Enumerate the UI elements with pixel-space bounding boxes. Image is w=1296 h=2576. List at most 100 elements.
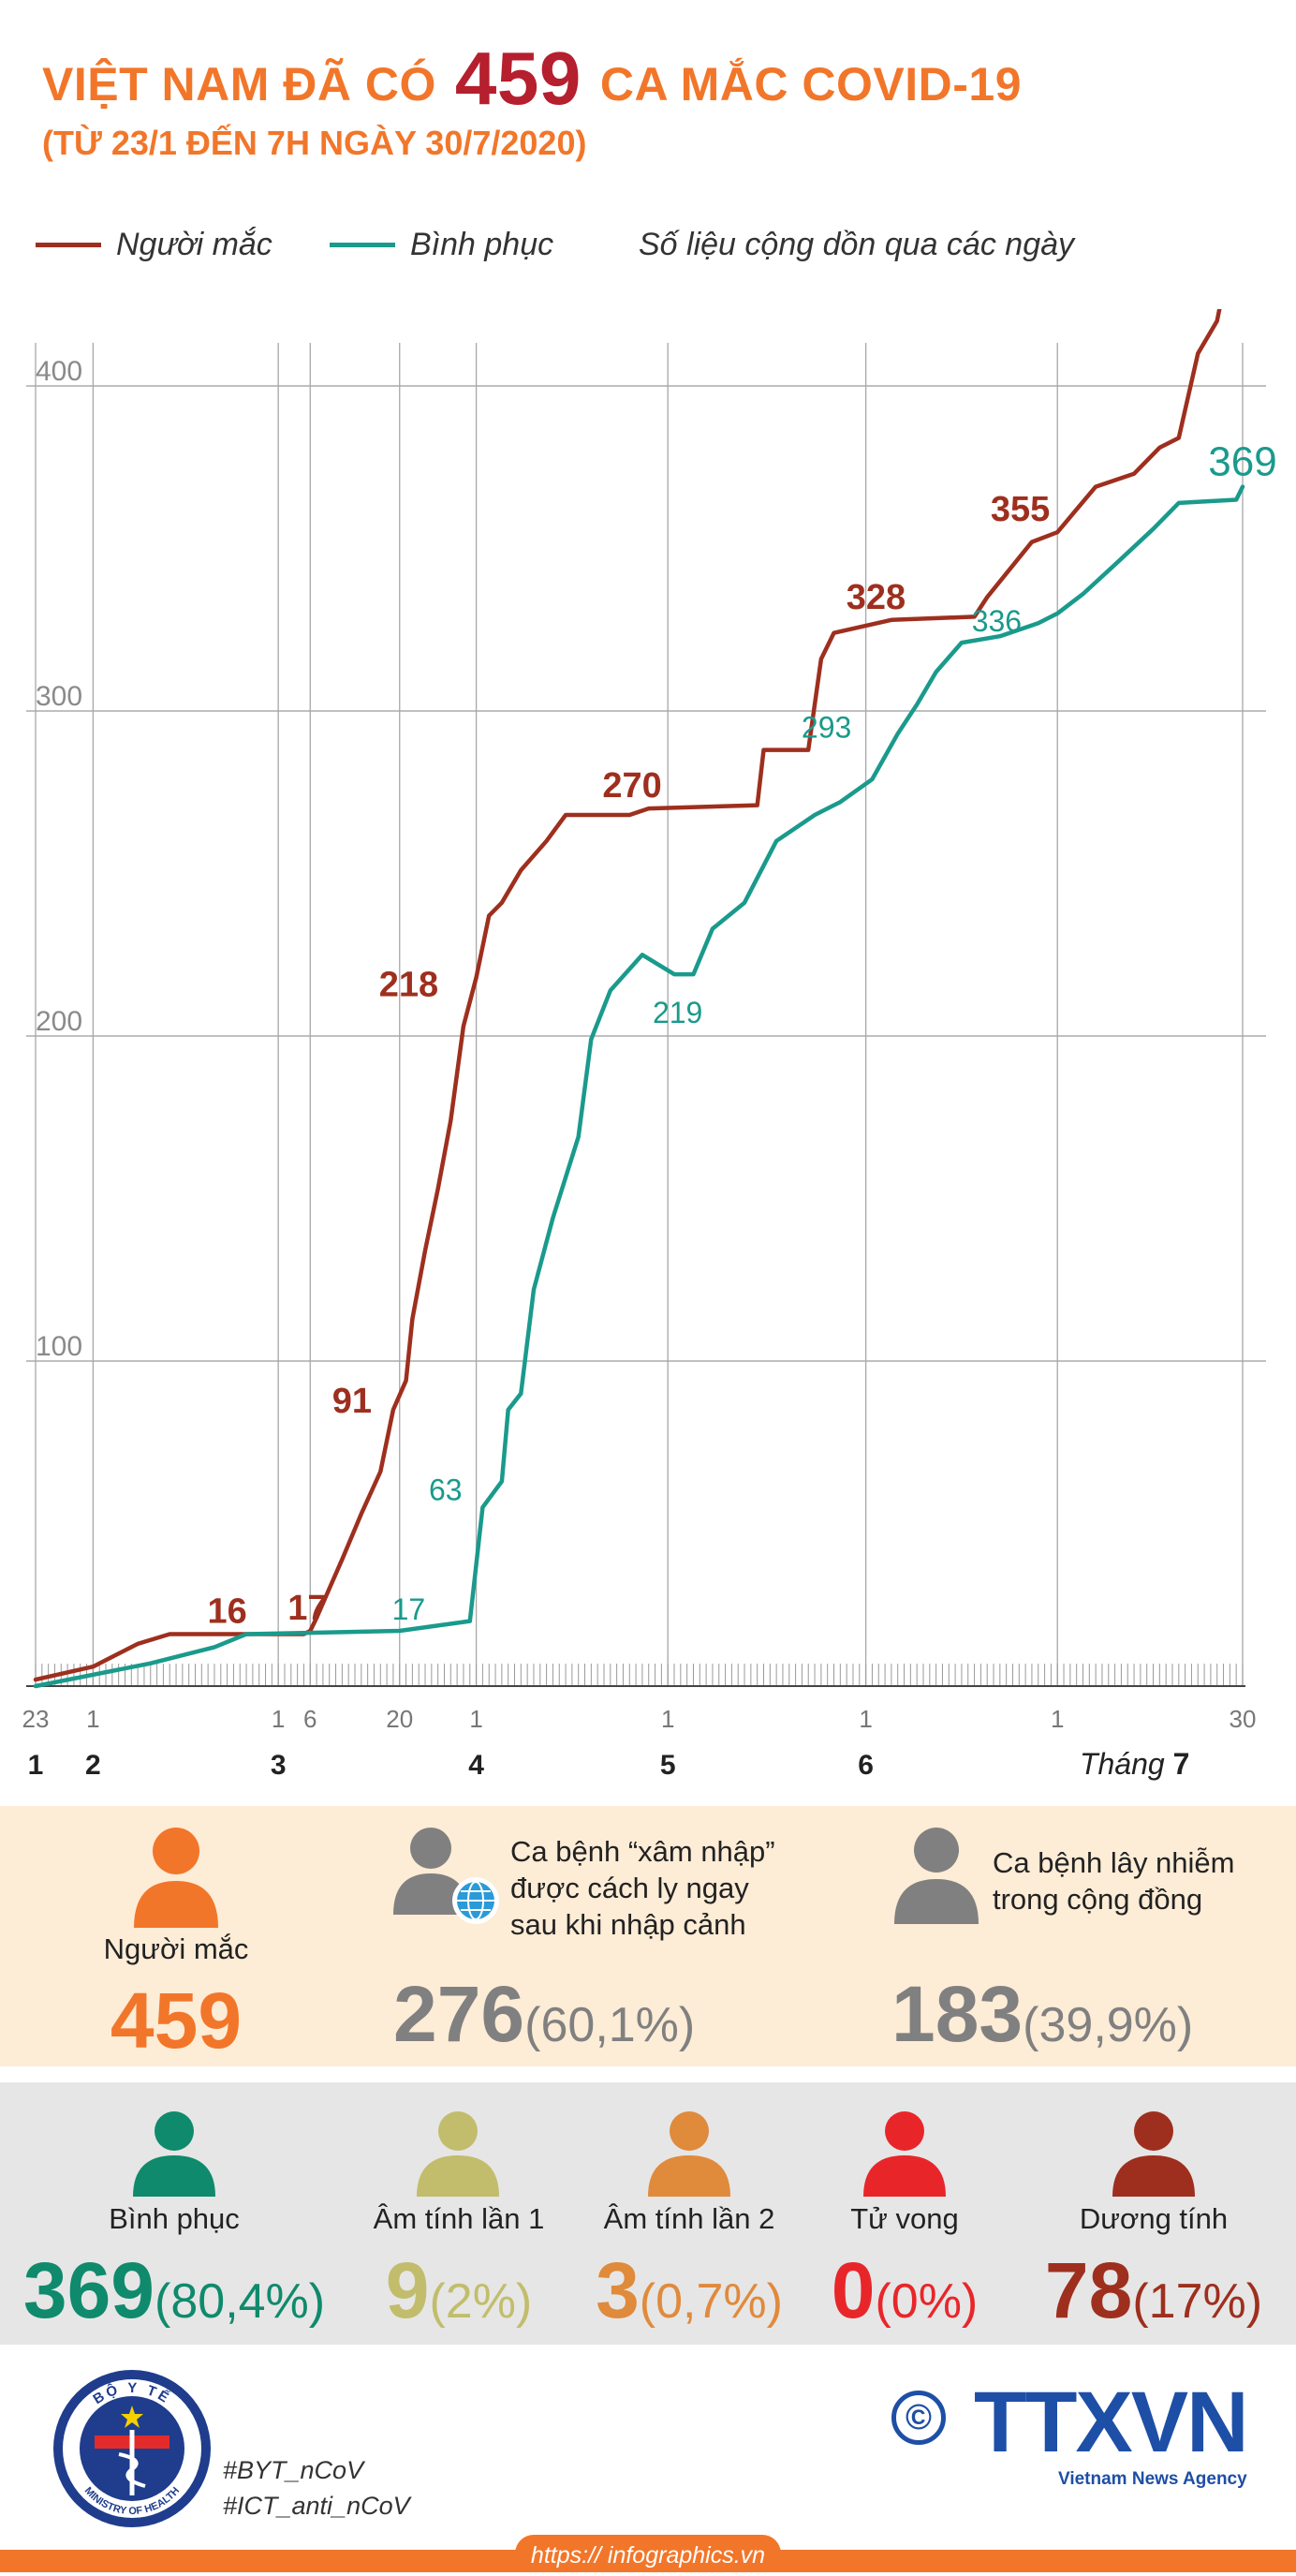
person-icon-imported (393, 1828, 468, 1915)
x-month-tick-label: 2 (85, 1750, 101, 1781)
page-title: VIỆT NAM ĐÃ CÓ 459 CA MẮC COVID-19 (42, 36, 1022, 122)
stat-community-label-wrap: Ca bệnh lây nhiễm trong cộng đồng (993, 1845, 1274, 1918)
stat-negative-1-value: 9 (385, 2245, 430, 2334)
stat-deaths: Tử vong 0(0%) (811, 2201, 998, 2330)
stat-imported-value: 276 (393, 1970, 525, 2058)
title-number: 459 (454, 37, 582, 120)
data-label: 17 (287, 1589, 327, 1628)
chart-series (33, 309, 1245, 1689)
title-suffix: CA MẮC COVID-19 (599, 58, 1023, 111)
hashtag-byt: #BYT_nCoV (223, 2456, 364, 2484)
x-month-tick-label: 6 (858, 1750, 874, 1781)
x-day-tick-label: 1 (86, 1705, 99, 1733)
x-month-tick-label: 5 (660, 1750, 676, 1781)
x-month-tick-label: 3 (271, 1750, 287, 1781)
series-line-cases (33, 309, 1222, 1682)
data-label: 218 (379, 966, 438, 1005)
stat-negative-1: Âm tính lần 1 9(2%) (356, 2201, 562, 2330)
stat-negative-2-label: Âm tính lần 2 (603, 2202, 775, 2235)
stats-band-origin (0, 1806, 1296, 2066)
x-day-tick-label: 1 (859, 1705, 872, 1733)
stat-positive: Dương tính 78(17%) (1028, 2201, 1279, 2330)
stat-recovered-pct: (80,4%) (155, 2273, 326, 2329)
stat-positive-label: Dương tính (1079, 2202, 1229, 2235)
page-subtitle: (TỪ 23/1 ĐẾN 7H NGÀY 30/7/2020) (42, 124, 587, 162)
stat-community: 183(39,9%) (891, 1975, 1285, 2053)
data-label: 270 (602, 766, 661, 806)
footer-url[interactable]: https:// infographics.vn (515, 2535, 781, 2572)
y-tick-label: 200 (36, 1006, 82, 1037)
stat-negative-1-label: Âm tính lần 1 (373, 2202, 545, 2235)
ministry-of-health-logo: BỘ Y TẾ MINISTRY OF HEALTH (53, 2370, 211, 2527)
person-icon-negative-1 (417, 2111, 499, 2197)
data-label: 17 (392, 1592, 426, 1626)
data-label: 16 (207, 1591, 246, 1631)
stat-cases: Người mắc 459 (54, 1932, 298, 2060)
data-label: 293 (802, 710, 851, 744)
stat-imported-label-wrap: Ca bệnh “xâm nhập” được cách ly ngay sau… (510, 1834, 791, 1943)
chart-annotations: 1617912182703283554591763219293336369 (207, 439, 1276, 1632)
data-label: 63 (429, 1473, 463, 1506)
series-line-recovered (33, 484, 1245, 1689)
stat-negative-1-pct: (2%) (429, 2273, 533, 2329)
x-day-tick-label: 1 (272, 1705, 285, 1733)
y-tick-label: 300 (36, 681, 82, 712)
person-icon-positive (1112, 2111, 1195, 2197)
x-day-tick-label: 1 (469, 1705, 482, 1733)
stat-cases-label: Người mắc (103, 1932, 249, 1965)
data-label: 336 (972, 604, 1022, 638)
stat-deaths-label: Tử vong (850, 2202, 959, 2235)
stat-imported: 276(60,1%) (393, 1975, 768, 2053)
data-label: 91 (332, 1382, 372, 1421)
data-label: 355 (991, 490, 1050, 529)
x-day-tick-label: 20 (386, 1705, 413, 1733)
globe-icon (452, 1877, 499, 1924)
legend-cases: Người mắc (36, 227, 272, 263)
chart-note: Số liệu cộng dồn qua các ngày (639, 227, 1075, 262)
legend-recovered: Bình phục (330, 227, 553, 263)
stats-band-outcome (0, 2082, 1296, 2345)
copyright-icon: © (891, 2391, 946, 2445)
stat-recovered-label: Bình phục (109, 2202, 240, 2235)
stat-negative-2-pct: (0,7%) (639, 2273, 783, 2329)
legend-cases-label: Người mắc (116, 227, 272, 262)
legend-cases-swatch (36, 243, 101, 247)
ttxvn-logo: TTXVN (974, 2375, 1249, 2470)
legend-recovered-label: Bình phục (410, 227, 554, 262)
x-day-tick-label: 6 (303, 1705, 317, 1733)
stat-imported-label: Ca bệnh “xâm nhập” được cách ly ngay sau… (510, 1835, 775, 1941)
stat-recovered: Bình phục 369(80,4%) (19, 2201, 330, 2330)
x-day-tick-label: 30 (1230, 1705, 1257, 1733)
stat-negative-2-value: 3 (596, 2245, 640, 2334)
data-label: 369 (1208, 439, 1276, 485)
person-icon-community (894, 1828, 979, 1924)
stat-deaths-value: 0 (831, 2245, 876, 2334)
data-label: 219 (653, 996, 702, 1029)
stat-deaths-pct: (0%) (875, 2273, 979, 2329)
person-icon-negative-2 (648, 2111, 730, 2197)
person-icon-deaths (863, 2111, 946, 2197)
stat-negative-2: Âm tính lần 2 3(0,7%) (586, 2201, 792, 2330)
title-prefix: VIỆT NAM ĐÃ CÓ (42, 58, 436, 111)
hashtag-ict: #ICT_anti_nCoV (223, 2492, 410, 2520)
x-month-tick-label: Tháng 7 (1080, 1747, 1189, 1781)
y-tick-label: 400 (36, 356, 82, 387)
stat-cases-value: 459 (110, 1976, 243, 2065)
stat-positive-pct: (17%) (1132, 2273, 1263, 2329)
x-day-tick-label: 1 (661, 1705, 674, 1733)
data-label: 328 (847, 578, 906, 617)
agency-name: Vietnam News Agency (1058, 2469, 1247, 2489)
x-day-tick-label: 23 (22, 1705, 50, 1733)
stat-positive-value: 78 (1044, 2245, 1133, 2334)
stat-community-value: 183 (891, 1970, 1024, 2058)
stat-community-pct: (39,9%) (1023, 1998, 1194, 2052)
x-day-tick-label: 1 (1051, 1705, 1064, 1733)
x-month-tick-label: 4 (468, 1750, 484, 1781)
chart-grid (26, 343, 1266, 1686)
stat-recovered-value: 369 (22, 2245, 155, 2334)
stat-imported-pct: (60,1%) (524, 1998, 696, 2052)
y-tick-label: 100 (36, 1331, 82, 1362)
legend-recovered-swatch (330, 243, 395, 247)
